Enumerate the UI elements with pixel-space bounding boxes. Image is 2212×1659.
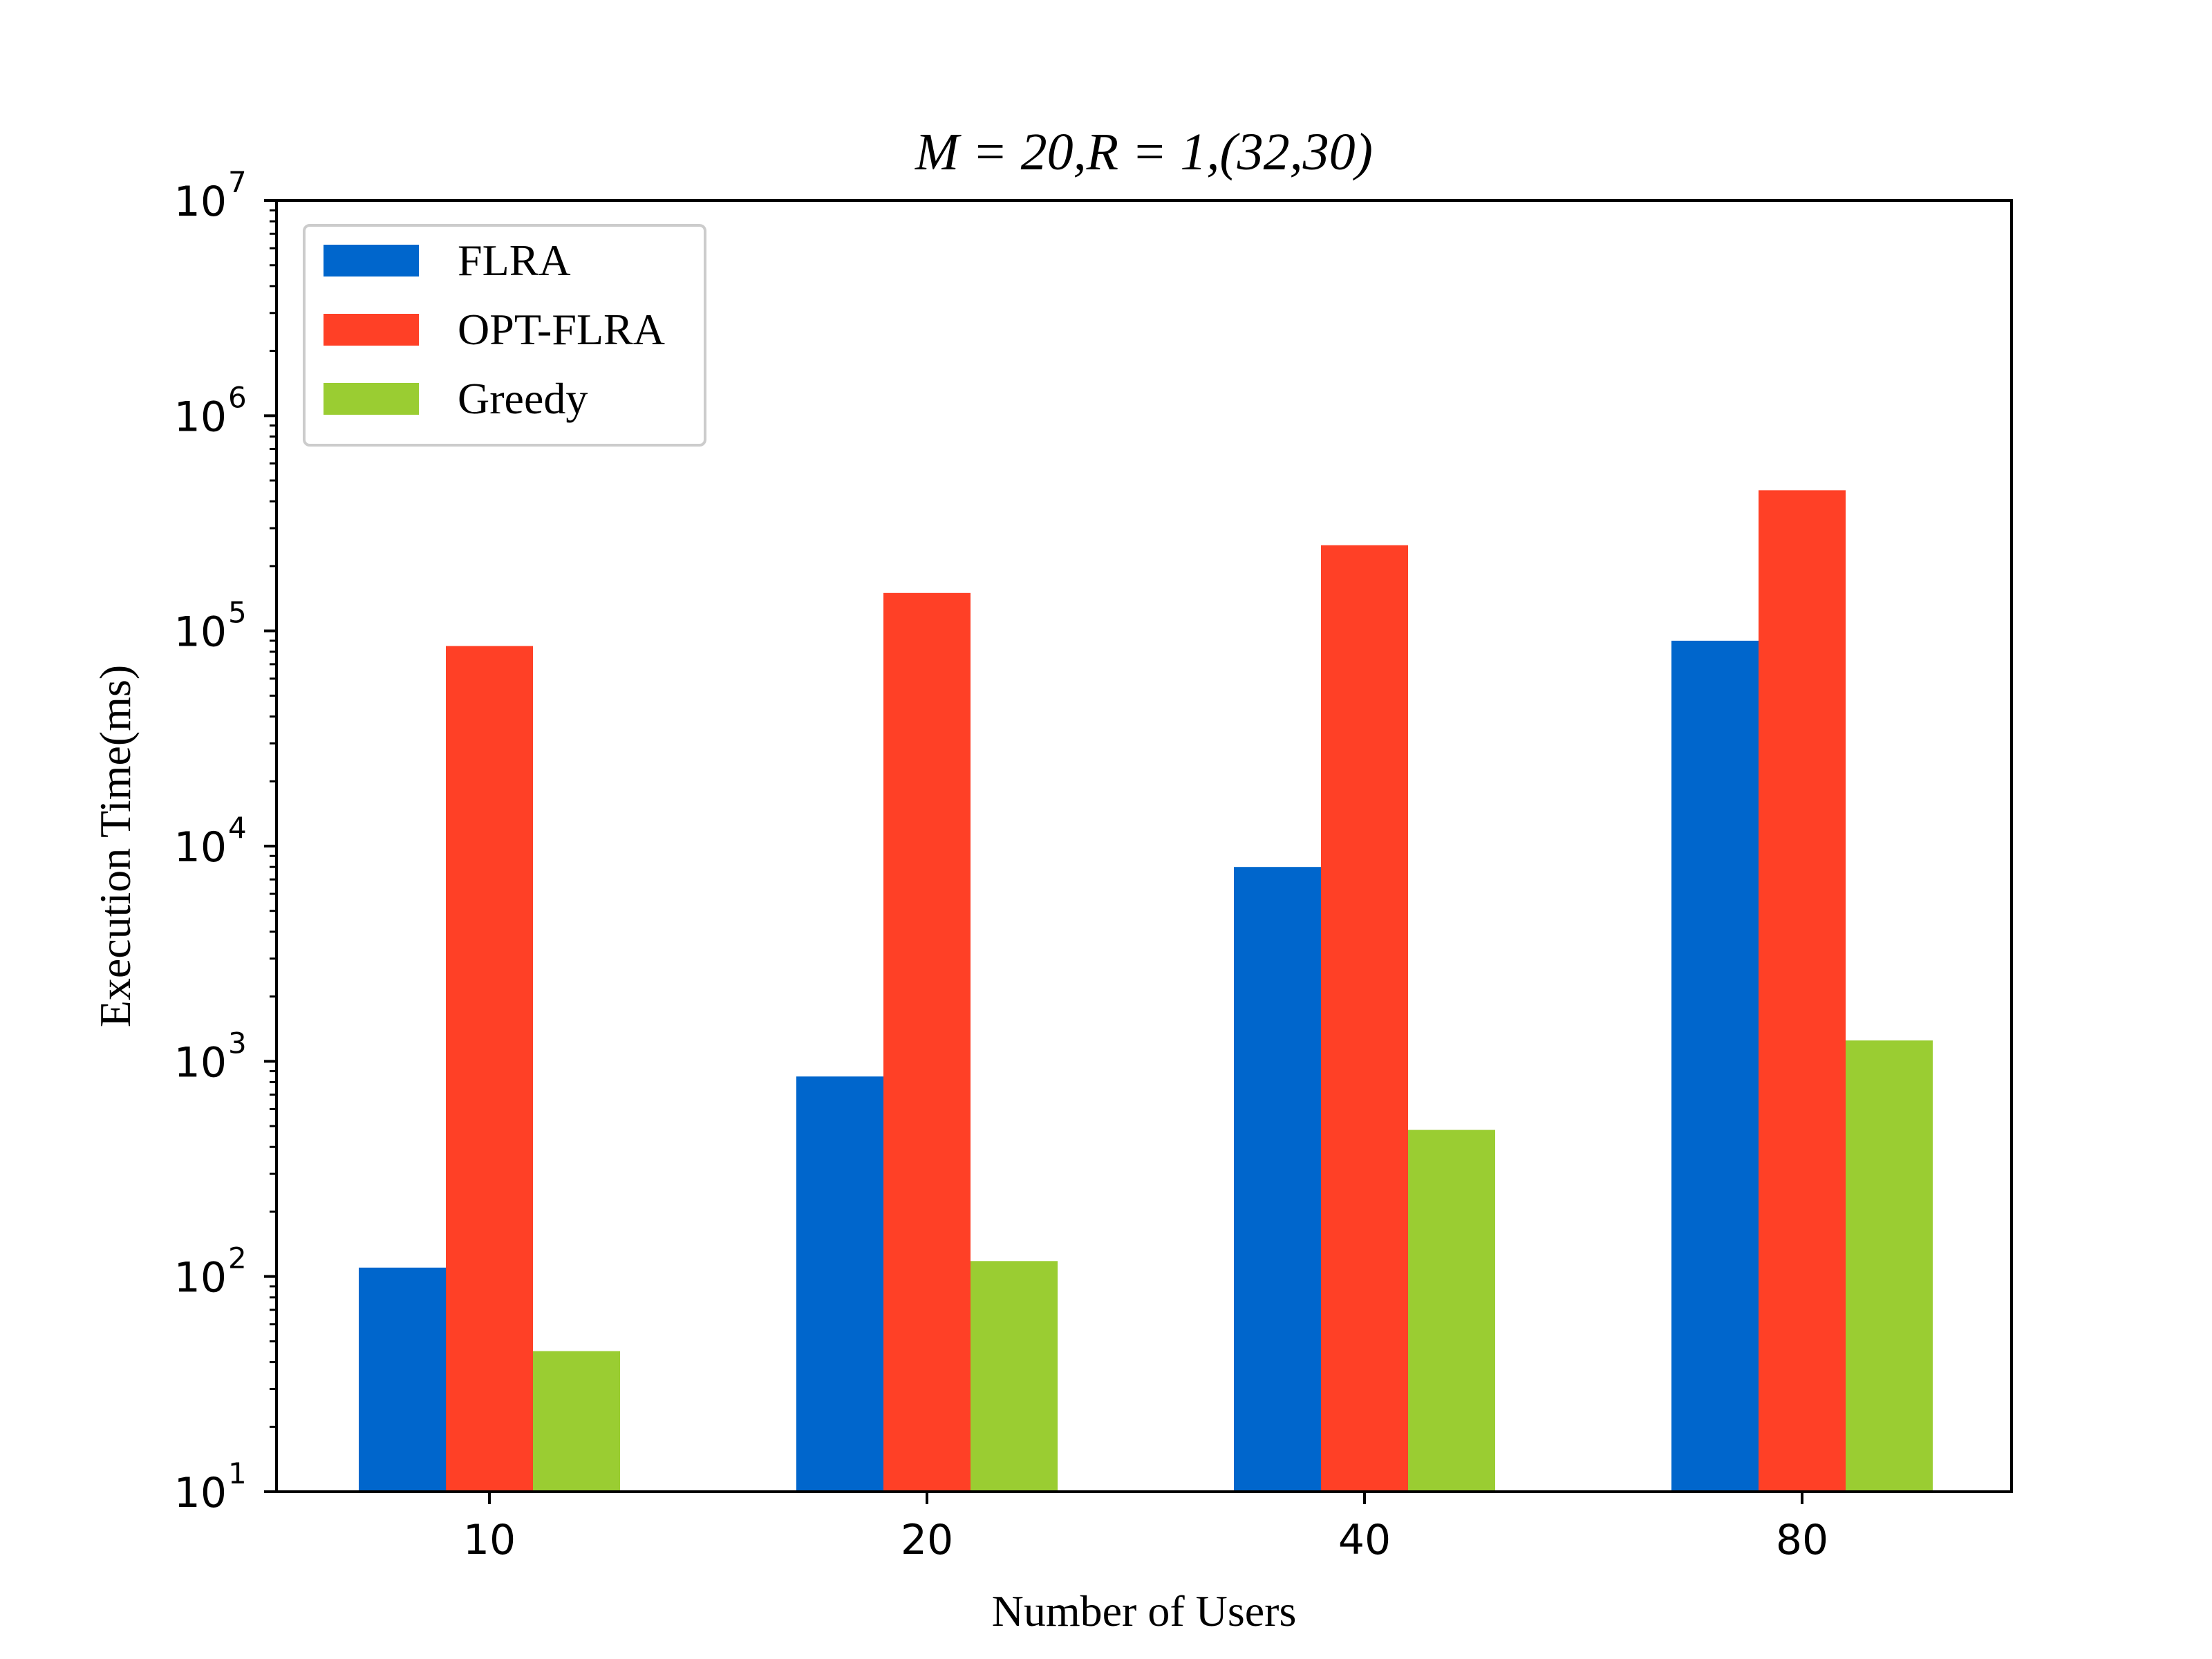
bar-greedy-80 (1846, 1040, 1933, 1492)
legend-swatch-flra (324, 245, 419, 276)
y-tick-label-6: 10 (174, 393, 227, 441)
legend-label-greedy: Greedy (458, 374, 588, 423)
legend-label-opt-flra: OPT-FLRA (458, 305, 665, 354)
plot-frame (275, 199, 2013, 1493)
bar-opt-flra-40 (1321, 545, 1408, 1492)
y-tick-exponent-3: 3 (228, 1026, 247, 1060)
y-tick-exponent-5: 5 (228, 596, 247, 630)
bar-opt-flra-10 (446, 646, 533, 1492)
y-tick-label-3: 10 (174, 1038, 227, 1087)
bar-flra-10 (359, 1267, 446, 1492)
x-tick-label-40: 40 (1338, 1516, 1391, 1564)
legend-label-flra: FLRA (458, 236, 571, 285)
y-tick-exponent-2: 2 (228, 1241, 247, 1275)
chart-title: M = 20,R = 1,(32,30) (915, 123, 1373, 181)
y-tick-label-5: 10 (174, 608, 227, 657)
bar-flra-80 (1671, 640, 1759, 1492)
x-tick-label-10: 10 (463, 1516, 516, 1564)
bar-flra-40 (1234, 867, 1321, 1492)
legend: FLRA OPT-FLRA Greedy (303, 224, 706, 447)
bars-layer (359, 490, 1933, 1492)
legend-swatch-greedy (324, 383, 419, 415)
y-tick-label-4: 10 (174, 823, 227, 872)
y-axis-label: Execution Time(ms) (91, 665, 140, 1027)
bar-flra-20 (796, 1076, 883, 1492)
y-tick-exponent-1: 1 (228, 1456, 247, 1490)
legend-items: FLRA OPT-FLRA Greedy (324, 236, 665, 423)
y-tick-exponent-7: 7 (228, 165, 247, 199)
y-tick-label-1: 10 (174, 1469, 227, 1517)
y-tick-exponent-4: 4 (228, 811, 247, 845)
bar-opt-flra-80 (1759, 490, 1846, 1492)
bar-greedy-20 (971, 1261, 1058, 1492)
bar-greedy-10 (533, 1351, 620, 1492)
x-axis-label: Number of Users (992, 1586, 1297, 1635)
bar-opt-flra-20 (883, 592, 971, 1492)
bar-greedy-40 (1408, 1130, 1495, 1492)
y-tick-label-2: 10 (174, 1254, 227, 1302)
x-tick-label-20: 20 (901, 1516, 953, 1564)
legend-swatch-opt-flra (324, 314, 419, 346)
y-tick-exponent-6: 6 (228, 380, 247, 414)
x-tick-label-80: 80 (1776, 1516, 1828, 1564)
y-tick-label-7: 10 (174, 178, 227, 226)
